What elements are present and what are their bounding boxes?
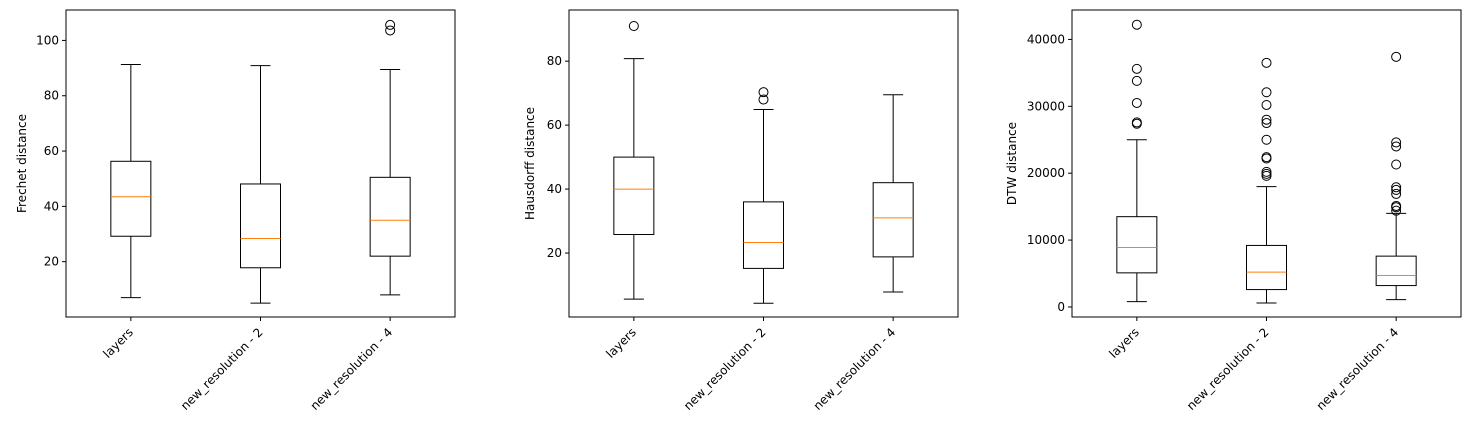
outlier-point bbox=[1261, 118, 1272, 129]
iqr-box bbox=[1375, 255, 1417, 287]
outlier-point bbox=[1131, 97, 1142, 108]
chart-panel-3: 0 10000 20000 30000 40000 layers new_resolutio… bbox=[1005, 9, 1462, 413]
box-2 bbox=[240, 65, 281, 304]
outlier-point bbox=[1261, 168, 1272, 179]
outlier-point bbox=[758, 94, 769, 105]
y-tick-label: 40000 bbox=[1027, 32, 1065, 46]
y-tick-label: 80 bbox=[44, 89, 59, 103]
y-tick-label: 40 bbox=[547, 182, 562, 196]
x-tick-label: new_resolution - 4 bbox=[1314, 325, 1402, 413]
iqr-box bbox=[369, 176, 411, 257]
outlier-point bbox=[1261, 134, 1272, 145]
iqr-box bbox=[1246, 244, 1287, 291]
y-tick-label: 20 bbox=[44, 255, 59, 269]
outlier-point bbox=[1391, 182, 1402, 193]
outlier-point bbox=[758, 87, 769, 98]
outlier-point bbox=[1391, 51, 1402, 62]
box-3 bbox=[872, 94, 914, 293]
x-tick-label: layers bbox=[100, 325, 136, 361]
outlier-point bbox=[1261, 57, 1272, 68]
y-tick-label: 10000 bbox=[1027, 233, 1065, 247]
outlier-point bbox=[1131, 75, 1142, 86]
outlier-point bbox=[628, 20, 639, 31]
outlier-point bbox=[1131, 117, 1142, 128]
y-tick-label: 0 bbox=[1057, 300, 1065, 314]
plot-area-frame bbox=[1071, 9, 1462, 318]
iqr-box bbox=[872, 182, 914, 258]
box-2 bbox=[1246, 57, 1287, 304]
outlier-point bbox=[1391, 137, 1402, 148]
outlier-point bbox=[1391, 188, 1402, 199]
y-tick-label: 60 bbox=[44, 144, 59, 158]
y-tick-label: 60 bbox=[547, 118, 562, 132]
outlier-point bbox=[1391, 205, 1402, 216]
x-tick-label: new_resolution - 2 bbox=[1184, 325, 1272, 413]
box-3 bbox=[369, 19, 411, 296]
box-1 bbox=[613, 20, 655, 300]
iqr-box bbox=[240, 183, 281, 269]
y-tick-label: 20 bbox=[547, 246, 562, 260]
x-tick-label: new_resolution - 4 bbox=[811, 325, 899, 413]
x-tick-label: layers bbox=[603, 325, 639, 361]
outlier-point bbox=[1261, 166, 1272, 177]
y-tick-label: 40 bbox=[44, 199, 59, 213]
outlier-point bbox=[1131, 19, 1142, 30]
chart-panel-1: 20 40 60 80 100 layers new_resolution - 2 new_r… bbox=[15, 9, 456, 413]
y-tick-label: 20000 bbox=[1027, 166, 1065, 180]
box-3 bbox=[1375, 51, 1417, 301]
y-axis-label: DTW distance bbox=[1005, 122, 1019, 205]
box-1 bbox=[110, 63, 152, 299]
y-tick-label: 100 bbox=[36, 33, 59, 47]
outlier-point bbox=[1391, 159, 1402, 170]
box-1 bbox=[1116, 19, 1158, 303]
outlier-point bbox=[385, 25, 396, 36]
iqr-box bbox=[613, 156, 655, 235]
y-axis-label: Hausdorff distance bbox=[523, 107, 537, 220]
outlier-point bbox=[1261, 152, 1272, 163]
outlier-point bbox=[1391, 184, 1402, 195]
iqr-box bbox=[1116, 216, 1158, 274]
x-tick-label: new_resolution - 2 bbox=[681, 325, 769, 413]
iqr-box bbox=[110, 160, 152, 237]
x-tick-label: new_resolution - 2 bbox=[178, 325, 266, 413]
outlier-point bbox=[1261, 99, 1272, 110]
outlier-point bbox=[1261, 114, 1272, 125]
y-tick-label: 80 bbox=[547, 54, 562, 68]
outlier-point bbox=[1131, 63, 1142, 74]
y-tick-label: 30000 bbox=[1027, 99, 1065, 113]
chart-panel-2: 20 40 60 80 layers new_resolution - 2 new_reso… bbox=[523, 9, 959, 413]
outlier-point bbox=[385, 19, 396, 30]
outlier-point bbox=[1391, 200, 1402, 211]
iqr-box bbox=[743, 201, 784, 269]
outlier-point bbox=[1391, 141, 1402, 152]
box-2 bbox=[743, 87, 784, 304]
outlier-point bbox=[1261, 87, 1272, 98]
y-axis-label: Frechet distance bbox=[15, 114, 29, 213]
x-tick-label: layers bbox=[1106, 325, 1142, 361]
x-tick-label: new_resolution - 4 bbox=[308, 325, 396, 413]
